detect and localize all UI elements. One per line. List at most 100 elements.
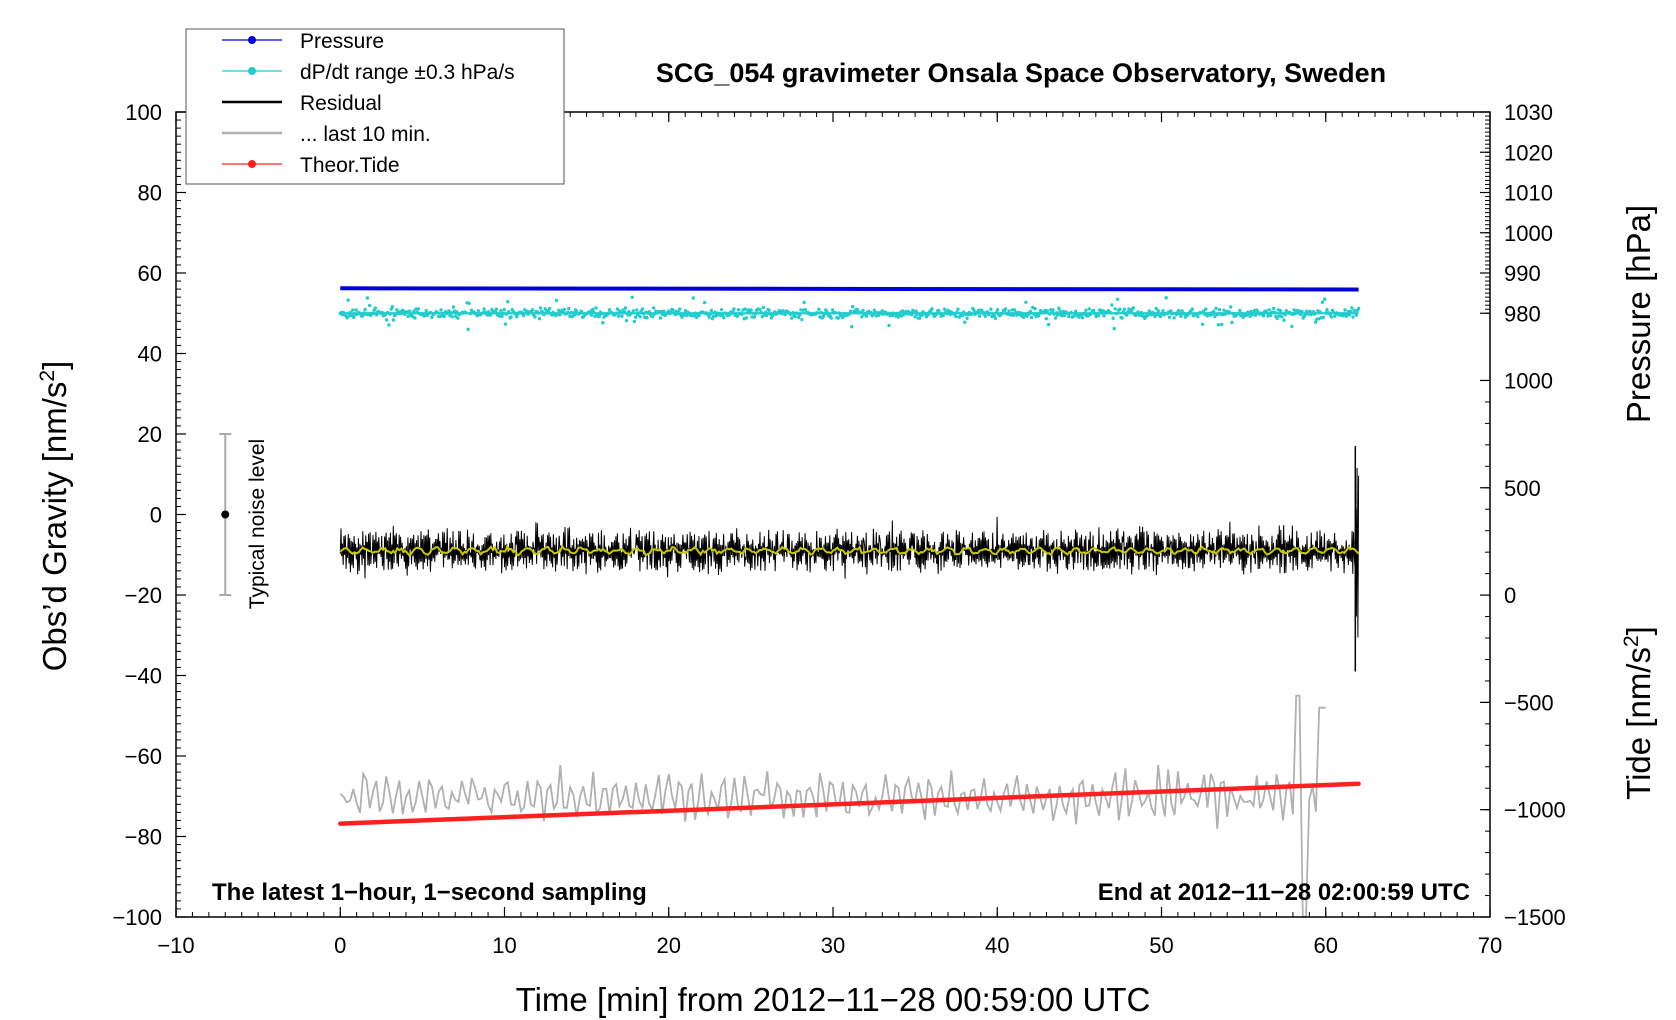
dpdt-point [848,309,853,313]
dpdt-point [373,306,377,310]
dpdt-point [851,305,855,309]
dpdt-point [1029,315,1034,320]
dpdt-point [620,314,624,318]
dpdt-point [732,307,736,311]
dpdt-point [1118,307,1122,311]
dpdt-point [1080,316,1085,320]
dpdt-point [1320,300,1325,304]
dpdt-point [352,315,356,320]
annotation-sampling: The latest 1−hour, 1−second sampling [212,879,647,906]
dpdt-point [601,321,605,325]
dpdt-point [482,307,486,311]
dpdt-point [752,315,757,319]
dpdt-point [1204,307,1208,311]
dpdt-point [615,307,620,311]
dpdt-point [1051,308,1055,312]
dpdt-point [861,308,865,313]
dpdt-point [1230,320,1234,325]
dpdt-point [765,313,769,318]
dpdt-point [590,307,595,312]
dpdt-point [761,305,766,310]
dpdt-point [1110,303,1114,307]
dpdt-point [1058,309,1062,313]
dpdt-point [456,316,460,320]
pressure-tick-label: 1010 [1504,181,1553,206]
legend-label-dpdt: dP/dt range ±0.3 hPa/s [300,61,515,84]
dpdt-point [632,319,637,324]
dpdt-point [722,315,726,320]
dpdt-point [1012,308,1017,312]
dpdt-point [1111,316,1115,320]
legend-label-pressure: Pressure [300,30,384,53]
dpdt-point [887,323,891,328]
dpdt-point [709,308,714,313]
dpdt-point [1238,308,1242,313]
dpdt-point [914,309,918,313]
dpdt-point [640,307,645,311]
dpdt-point [930,307,934,311]
dpdt-point [556,308,561,312]
dpdt-point [735,314,740,318]
annotation-end-time: End at 2012−11−28 02:00:59 UTC [1098,879,1470,906]
dpdt-point [451,305,456,309]
dpdt-point [1025,314,1029,318]
x-tick-label: 60 [1314,933,1338,958]
dpdt-point [864,314,869,318]
dpdt-point [697,313,701,318]
dpdt-point [1179,314,1183,318]
y-right-tide-title-sup: 2 [1620,635,1643,647]
dpdt-point [412,309,416,313]
dpdt-point [917,316,922,320]
y-left-axis-title-main: Obs’d Gravity [nm/s [36,382,73,672]
dpdt-point [503,322,508,326]
dpdt-point [500,314,504,318]
dpdt-point [509,315,513,319]
dpdt-point [424,309,428,313]
dpdt-point [361,314,365,318]
legend-label-residual: Residual [300,92,382,115]
dpdt-point [562,307,566,312]
dpdt-point [1113,307,1118,311]
dpdt-point [454,314,458,318]
y-right-pressure-title: Pressure [hPa] [1620,205,1657,423]
x-tick-label: 20 [657,933,681,958]
dpdt-point [635,308,639,312]
x-axis-title: Time [min] from 2012−11−28 00:59:00 UTC [516,981,1151,1018]
dpdt-point [913,315,917,319]
dpdt-point [546,309,551,313]
legend-label-last10: ... last 10 min. [300,123,431,146]
pressure-line [340,286,1359,292]
y-left-tick-label: 60 [138,261,162,286]
dpdt-point [365,296,370,300]
dpdt-point [658,316,663,320]
dpdt-point [1241,315,1245,319]
dpdt-point [963,320,967,324]
dpdt-point [363,307,367,312]
dpdt-point [1268,313,1273,318]
dpdt-point [1169,309,1173,313]
dpdt-point [1253,313,1258,317]
dpdt-point [1172,316,1176,320]
dpdt-point [1164,296,1168,300]
dpdt-point [439,308,443,312]
dpdt-point [521,313,526,318]
y-left-axis-title: Obs’d Gravity [nm/s2] [36,361,73,672]
dpdt-point [616,314,621,318]
dpdt-point [416,307,420,311]
dpdt-point [1196,314,1200,319]
dpdt-point [743,307,747,311]
dpdt-point [1261,314,1266,318]
dpdt-point [1290,324,1294,329]
dpdt-point [594,306,598,310]
y-left-tick-label: 100 [125,100,162,125]
y-left-tick-label: 40 [138,342,162,367]
pressure-tick-label: 990 [1504,261,1541,286]
dpdt-point [387,323,391,327]
dpdt-point [1003,307,1008,311]
chart-title: SCG_054 gravimeter Onsala Space Observat… [656,58,1386,88]
pressure-tick-label: 1020 [1504,140,1553,165]
dpdt-point [1343,308,1347,312]
dpdt-point [499,309,503,313]
x-tick-label: 0 [334,933,346,958]
dpdt-point [450,315,454,319]
